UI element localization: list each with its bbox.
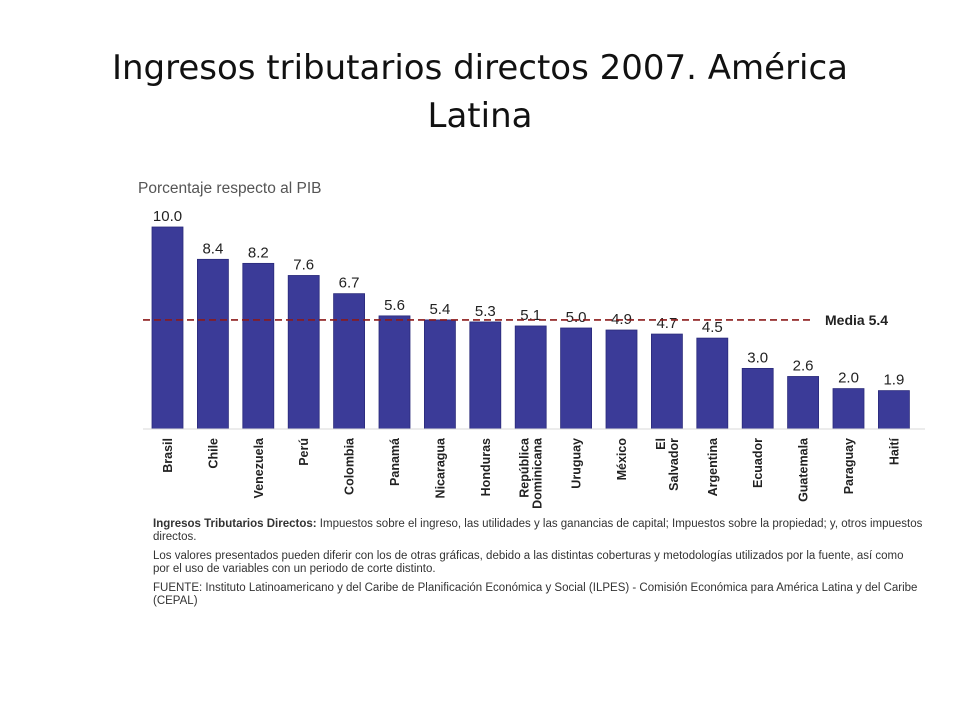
mean-reference-label: Media 5.4 xyxy=(825,312,888,328)
bar-peru xyxy=(287,275,320,430)
x-tick-label-brasil: Brasil xyxy=(161,438,175,473)
x-tick-label-haiti: Haití xyxy=(887,437,901,465)
source-note: FUENTE: Instituto Latinoamericano y del … xyxy=(153,582,918,607)
x-tick-label-peru: Perú xyxy=(297,438,311,466)
x-tick-label-nicaragua: Nicaragua xyxy=(433,437,447,498)
value-label-venezuela: 8.2 xyxy=(248,244,269,261)
definition-label: Ingresos Tributarios Directos: xyxy=(153,518,317,530)
x-tick-label-chile: Chile xyxy=(206,438,220,469)
x-tick-label-panama: Panamá xyxy=(388,438,402,486)
definition-text: Impuestos sobre el ingreso, las utilidad… xyxy=(153,518,923,543)
x-tick-label-guatemala: Guatemala xyxy=(797,437,811,502)
value-label-paraguay: 2.0 xyxy=(838,370,859,387)
value-labels-group: 10.08.4 8.27.66.75.6 5.4 5.3 5.1 5.0 4.9 4.7 4.5… xyxy=(153,208,904,389)
x-tick-label-uruguay: Uruguay xyxy=(570,438,584,489)
bar-republica-dominicana xyxy=(514,325,547,430)
value-label-panama: 5.6 xyxy=(384,297,405,314)
x-tick-label-ecuador: Ecuador xyxy=(751,438,765,488)
chart-notes: Ingresos Tributarios Directos: Impuestos… xyxy=(153,518,923,614)
value-label-argentina: 4.5 xyxy=(702,319,723,336)
x-tick-label-colombia: Colombia xyxy=(343,437,357,495)
value-label-republica-dominicana: 5.1 xyxy=(520,307,541,324)
bar-chart: Porcentaje respecto al PIB 10.0 8.4 8.2 7.6… xyxy=(138,180,925,509)
value-label-guatemala: 2.6 xyxy=(793,357,814,374)
x-tick-label-mexico: México xyxy=(615,438,629,481)
bar-venezuela xyxy=(242,262,275,430)
slide-title: Ingresos tributarios directos 2007. Amér… xyxy=(80,44,880,140)
caveat-note: Los valores presentados pueden diferir c… xyxy=(153,550,904,575)
definition-note: Ingresos Tributarios Directos: Impuestos… xyxy=(153,518,923,544)
bars-group xyxy=(151,226,910,430)
x-tick-label-venezuela: Venezuela xyxy=(252,437,266,498)
value-label-nicaragua: 5.4 xyxy=(429,301,450,318)
bar-haiti xyxy=(878,390,910,430)
value-label-haiti: 1.9 xyxy=(883,372,904,389)
bar-ecuador xyxy=(741,367,774,430)
x-tick-label-republica-dominicana: RepúblicaDominicana xyxy=(518,437,545,509)
x-tick-label-argentina: Argentina xyxy=(706,437,720,496)
value-label-honduras: 5.3 xyxy=(475,303,496,320)
x-tick-labels-group: Brasil Chile Venezuela Perú Colombia Panamá Ni… xyxy=(161,437,901,509)
chart-title: Porcentaje respecto al PIB xyxy=(138,180,322,197)
chart-figure: Porcentaje respecto al PIB 10.0 8.4 8.2 7.6… xyxy=(135,172,928,620)
bar-nicaragua xyxy=(423,319,456,430)
bar-chile xyxy=(197,258,229,430)
x-tick-label-honduras: Honduras xyxy=(479,438,493,496)
value-label-brasil: 10.0 xyxy=(153,208,182,225)
x-tick-label-paraguay: Paraguay xyxy=(842,438,856,494)
bar-paraguay xyxy=(832,388,865,430)
bar-panama xyxy=(378,315,411,430)
slide-title-line-2: Latina xyxy=(427,96,533,136)
value-label-peru: 7.6 xyxy=(293,256,314,273)
value-label-el-salvador: 4.7 xyxy=(656,315,677,332)
bar-el-salvador xyxy=(651,333,683,430)
bar-uruguay xyxy=(560,327,593,430)
value-label-chile: 8.4 xyxy=(202,240,223,257)
bar-mexico xyxy=(605,329,638,430)
bar-colombia xyxy=(333,293,366,430)
bar-guatemala xyxy=(787,376,819,430)
value-label-colombia: 6.7 xyxy=(339,275,360,292)
bar-argentina xyxy=(696,337,729,430)
bar-honduras xyxy=(469,321,502,430)
value-label-uruguay: 5.0 xyxy=(566,309,587,326)
bar-brasil xyxy=(151,226,184,430)
value-label-ecuador: 3.0 xyxy=(747,349,768,366)
slide-title-line-1: Ingresos tributarios directos 2007. Amér… xyxy=(111,48,849,88)
x-tick-label-el-salvador: ElSalvador xyxy=(654,438,681,491)
